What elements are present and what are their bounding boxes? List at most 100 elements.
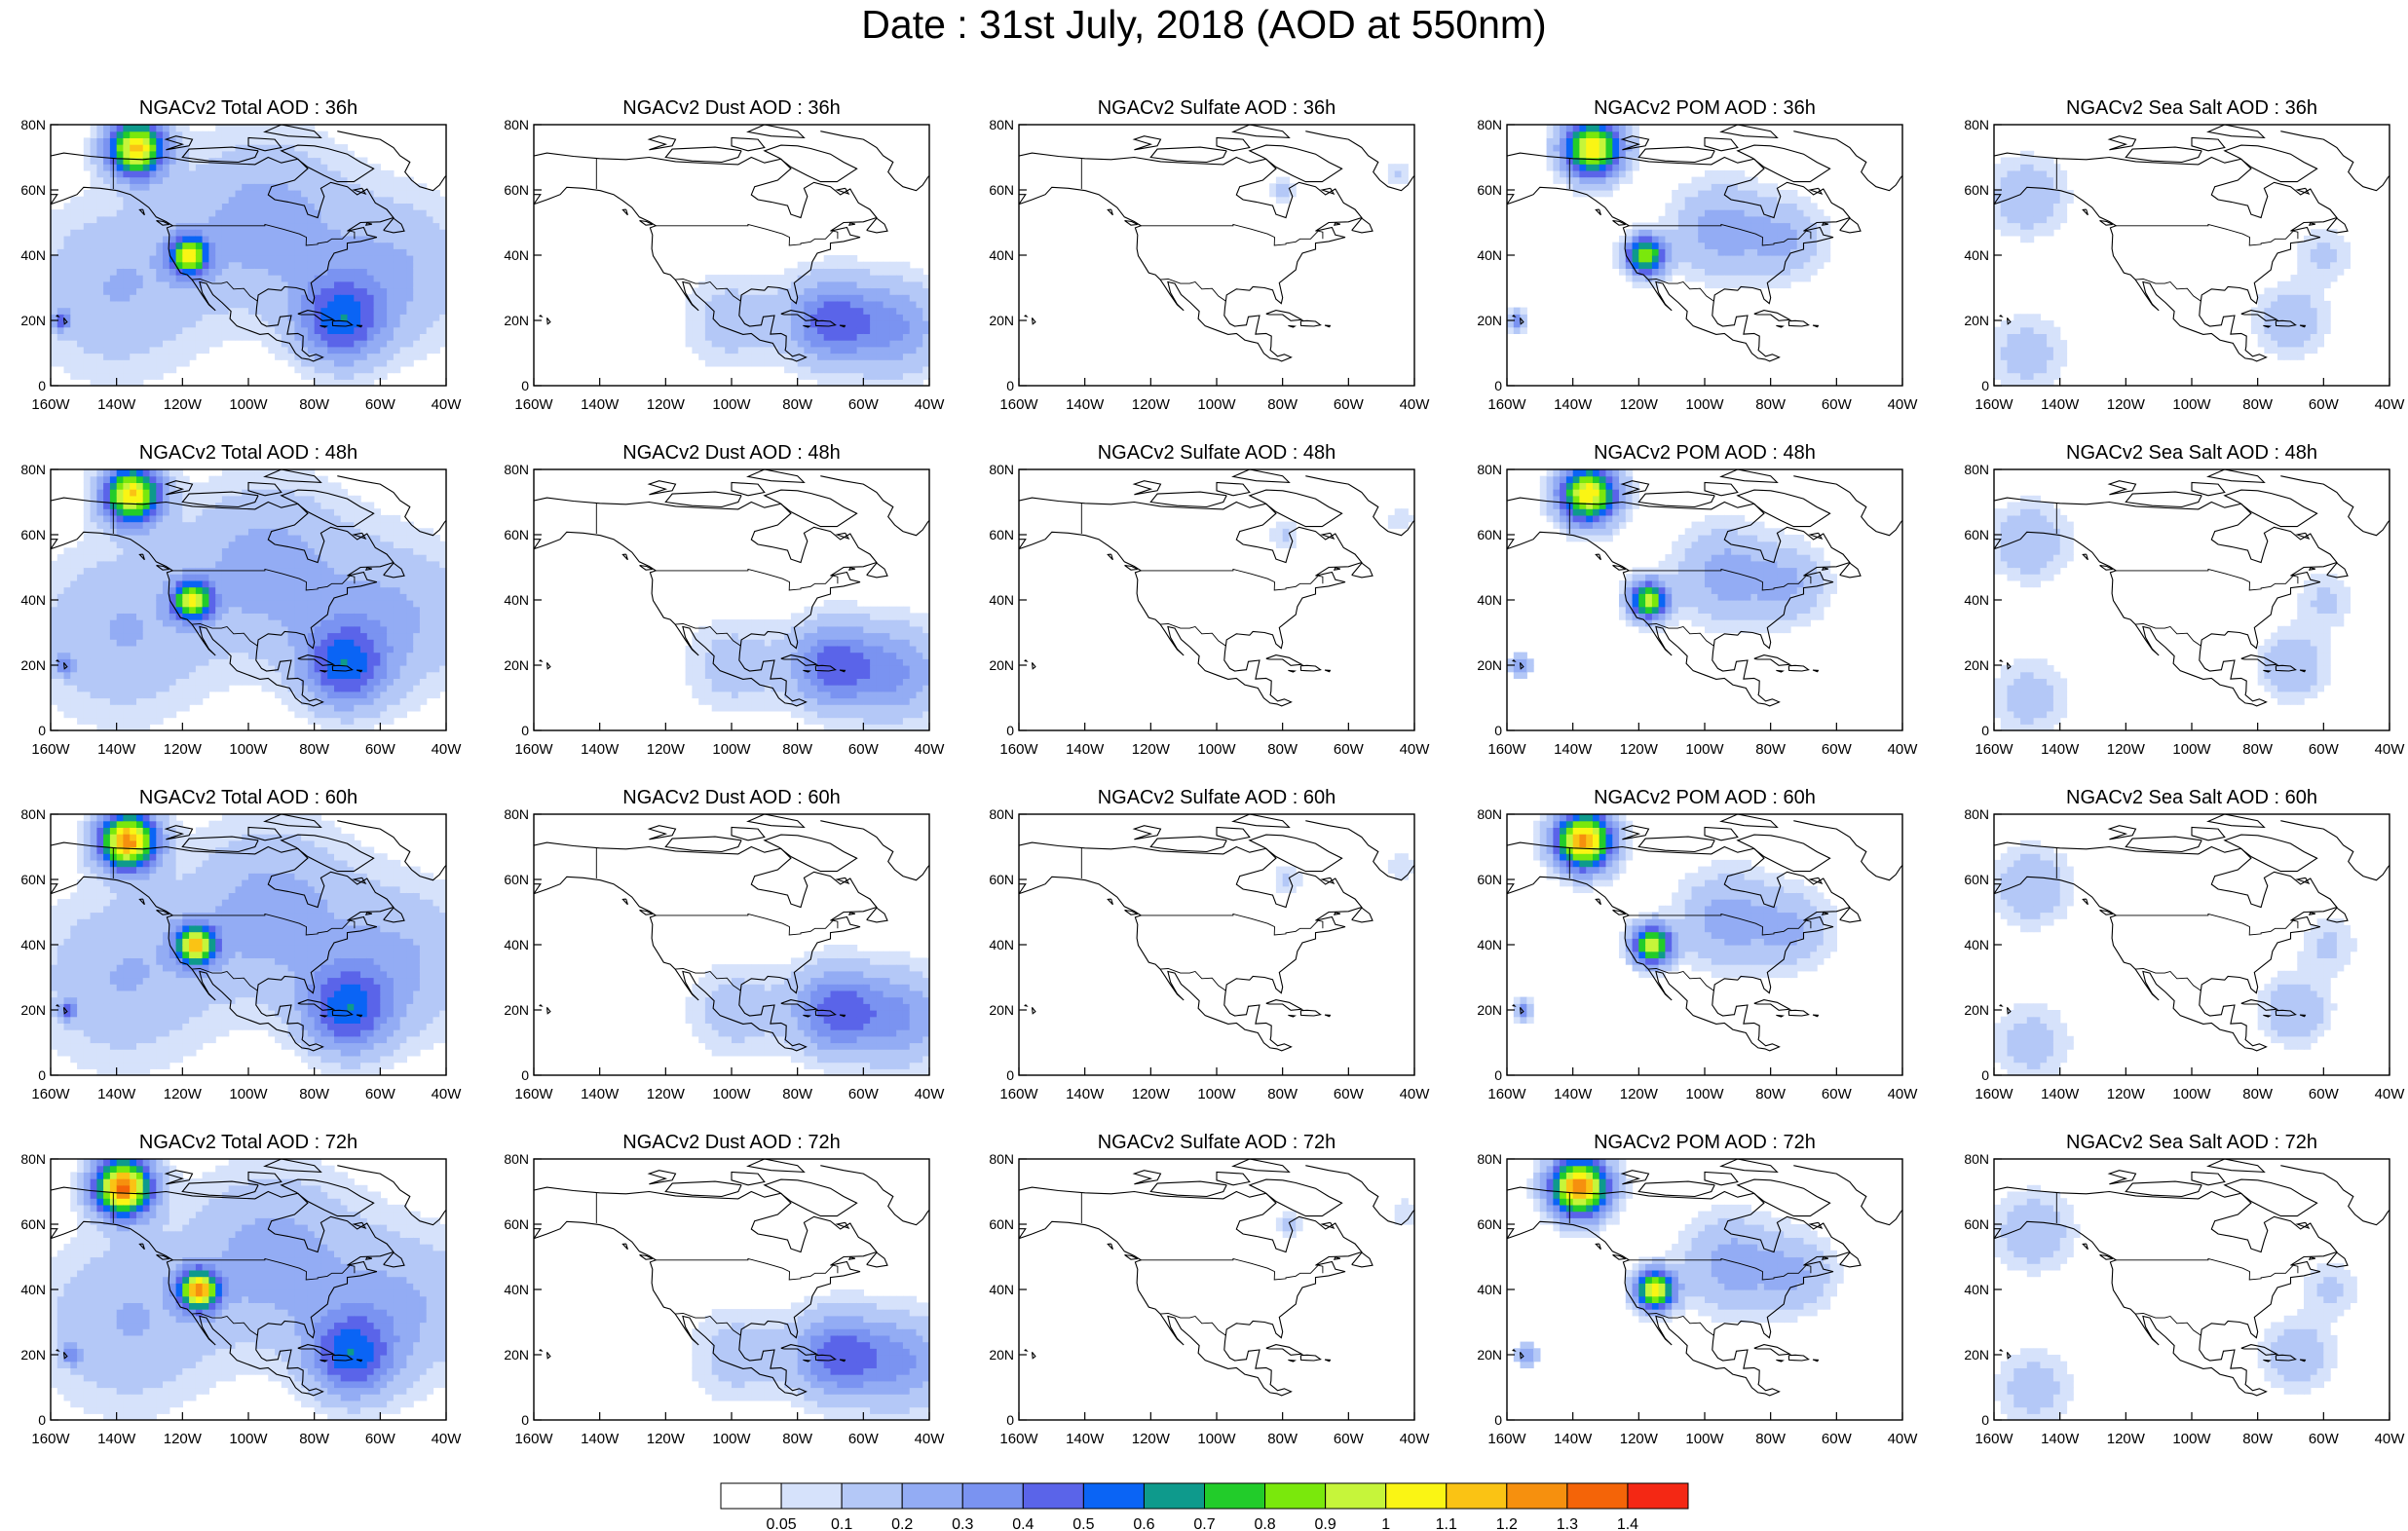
aod-cell — [373, 280, 381, 289]
aod-cell — [109, 340, 118, 348]
aod-cell — [175, 547, 183, 555]
aod-cell — [156, 665, 164, 673]
aod-cell — [130, 658, 137, 666]
aod-cell — [354, 307, 361, 315]
aod-cell — [123, 137, 131, 145]
aod-cell — [387, 242, 395, 249]
aod-cell — [380, 340, 388, 348]
aod-cell — [275, 176, 282, 184]
aod-cell — [195, 514, 204, 523]
aod-cell — [202, 658, 209, 666]
aod-cell — [1731, 222, 1739, 230]
aod-cell — [1737, 190, 1746, 198]
aod-cell — [360, 307, 368, 315]
aod-cell — [2000, 346, 2009, 355]
aod-cell — [1744, 215, 1751, 224]
aod-cell — [1994, 333, 2002, 341]
aod-cell — [1593, 157, 1600, 165]
aod-cell — [142, 314, 151, 321]
aod-cell — [228, 658, 237, 666]
aod-cell — [242, 209, 249, 217]
aod-cell — [439, 326, 446, 334]
aod-cell — [698, 320, 706, 328]
aod-cell — [1705, 176, 1712, 184]
aod-cell — [909, 268, 918, 276]
aod-cell — [109, 379, 118, 386]
aod-cell — [142, 372, 151, 380]
aod-cell — [163, 326, 170, 334]
y-tick-label: 0 — [1494, 378, 1502, 393]
aod-cell — [202, 619, 209, 627]
aod-cell — [163, 294, 170, 302]
x-tick-label: 60W — [1334, 396, 1365, 413]
aod-cell — [347, 326, 355, 334]
aod-cell — [182, 521, 190, 529]
aod-cell — [685, 340, 693, 348]
aod-cell — [116, 645, 125, 653]
aod-cell — [340, 222, 349, 230]
aod-cell — [268, 215, 276, 224]
aod-cell — [242, 320, 249, 328]
aod-cell — [334, 314, 342, 321]
aod-cell — [314, 150, 322, 159]
coastline — [1107, 208, 1113, 216]
aod-cell — [387, 255, 395, 263]
aod-cell — [195, 196, 204, 204]
aod-cell — [96, 248, 104, 256]
aod-cell — [1796, 275, 1805, 282]
aod-cell — [307, 125, 316, 132]
aod-cell — [373, 294, 381, 302]
aod-cell — [156, 320, 164, 328]
aod-cell — [261, 320, 269, 328]
aod-cell — [123, 183, 131, 191]
aod-cell — [221, 495, 230, 504]
country-border — [655, 223, 839, 246]
aod-cell — [195, 639, 204, 647]
aod-cell — [804, 287, 811, 295]
aod-cell — [63, 554, 71, 562]
aod-cell — [725, 320, 733, 328]
aod-cell — [268, 235, 276, 243]
aod-cell — [56, 261, 65, 269]
aod-cell — [876, 379, 884, 386]
aod-cell — [1763, 196, 1772, 204]
aod-cell — [142, 579, 151, 588]
aod-cell — [189, 137, 197, 145]
aod-cell — [175, 307, 183, 315]
aod-cell — [116, 346, 125, 355]
aod-cell — [83, 372, 92, 380]
aod-cell — [228, 150, 237, 159]
aod-cell — [790, 287, 799, 295]
aod-cell — [399, 255, 407, 263]
aod-cell — [1605, 164, 1613, 171]
aod-cell — [2304, 235, 2312, 243]
aod-cell — [189, 346, 197, 355]
aod-cell — [248, 196, 256, 204]
aod-cell — [123, 196, 131, 204]
aod-cell — [2026, 379, 2035, 386]
aod-cell — [182, 359, 190, 367]
aod-cell — [2000, 164, 2009, 171]
aod-cell — [56, 574, 65, 581]
aod-cell — [242, 508, 249, 516]
aod-cell — [1684, 261, 1693, 269]
aod-cell — [433, 255, 440, 263]
aod-cell — [1638, 229, 1646, 237]
aod-cell — [156, 150, 164, 159]
aod-cell — [169, 235, 177, 243]
aod-cell — [136, 183, 144, 191]
aod-cell — [116, 593, 125, 601]
aod-cell — [320, 176, 328, 184]
aod-cell — [163, 190, 170, 198]
aod-cell — [1645, 242, 1653, 249]
aod-cell — [51, 280, 58, 289]
aod-cell — [136, 606, 144, 614]
aod-cell — [221, 326, 230, 334]
aod-cell — [1731, 169, 1739, 178]
aod-cell — [208, 275, 216, 282]
aod-cell — [301, 229, 309, 237]
aod-cell — [314, 307, 322, 315]
aod-cell — [2000, 203, 2009, 210]
aod-cell — [109, 372, 118, 380]
aod-cell — [248, 535, 256, 542]
